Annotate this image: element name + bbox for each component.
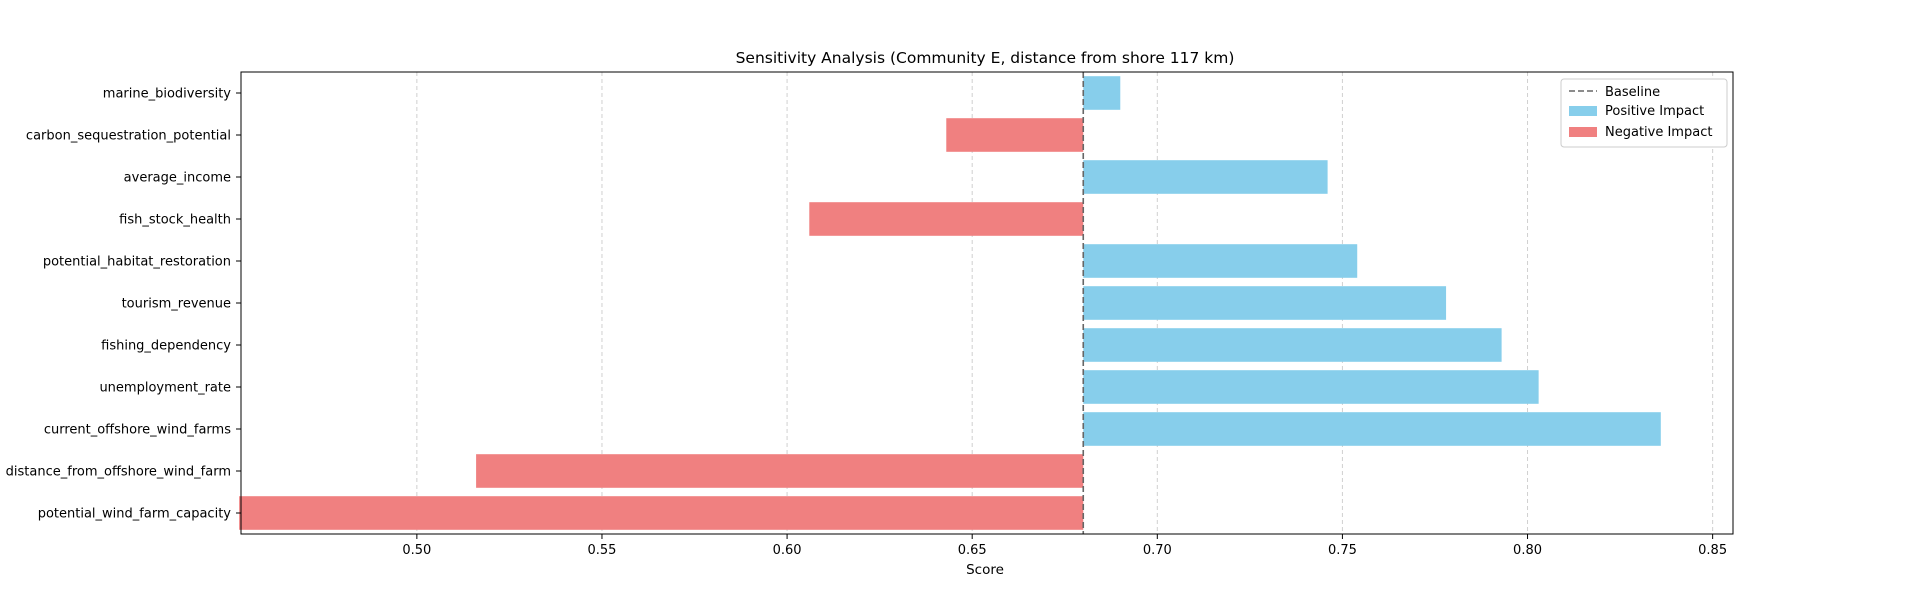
bar-negative xyxy=(476,454,1084,488)
legend-negative-label: Negative Impact xyxy=(1605,125,1712,140)
bar-positive xyxy=(1083,76,1121,110)
y-tick-label: current_offshore_wind_farms xyxy=(44,423,231,438)
x-tick-label: 0.85 xyxy=(1698,543,1727,558)
bars xyxy=(239,76,1661,530)
y-axis-ticks: marine_biodiversity carbon_sequestration_… xyxy=(6,87,241,522)
x-axis-label: Score xyxy=(966,562,1004,578)
y-tick-label: distance_from_offshore_wind_farm xyxy=(6,465,231,480)
bar-negative xyxy=(809,202,1084,236)
legend: Baseline Positive Impact Negative Impact xyxy=(1560,78,1728,148)
bar-positive xyxy=(1083,244,1358,278)
legend-positive-label: Positive Impact xyxy=(1605,104,1704,119)
x-tick-label: 0.70 xyxy=(1143,543,1172,558)
y-tick-label: potential_wind_farm_capacity xyxy=(38,507,232,522)
y-tick-label: unemployment_rate xyxy=(99,381,231,396)
y-tick-label: tourism_revenue xyxy=(122,297,231,312)
legend-negative-swatch xyxy=(1569,127,1597,137)
x-tick-label: 0.75 xyxy=(1328,543,1357,558)
x-tick-label: 0.60 xyxy=(773,543,802,558)
x-tick-label: 0.80 xyxy=(1513,543,1542,558)
x-axis-ticks: 0.50 0.55 0.60 0.65 0.70 0.75 0.80 0.85 xyxy=(402,534,1727,558)
y-tick-label: average_income xyxy=(124,171,231,186)
y-tick-label: carbon_sequestration_potential xyxy=(26,129,231,144)
bar-positive xyxy=(1083,286,1447,320)
y-tick-label: potential_habitat_restoration xyxy=(43,255,231,270)
bar-positive xyxy=(1083,412,1661,446)
bar-negative xyxy=(946,118,1084,152)
chart-title: Sensitivity Analysis (Community E, dista… xyxy=(736,49,1235,67)
legend-baseline-label: Baseline xyxy=(1605,85,1660,100)
bar-positive xyxy=(1083,160,1328,194)
legend-box xyxy=(1560,78,1728,148)
legend-positive-swatch xyxy=(1569,106,1597,116)
y-tick-label: fishing_dependency xyxy=(101,339,231,354)
x-tick-label: 0.50 xyxy=(402,543,431,558)
bar-positive xyxy=(1083,328,1502,362)
y-tick-label: marine_biodiversity xyxy=(103,87,232,102)
bar-negative xyxy=(239,496,1084,530)
bar-positive xyxy=(1083,370,1539,404)
y-tick-label: fish_stock_health xyxy=(119,213,231,228)
x-tick-label: 0.65 xyxy=(958,543,987,558)
x-tick-label: 0.55 xyxy=(587,543,616,558)
